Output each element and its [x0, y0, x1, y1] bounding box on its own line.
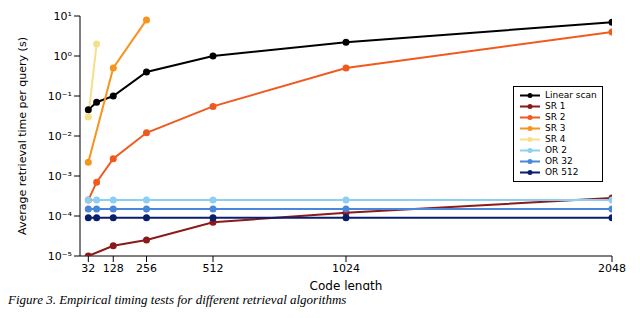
- html-text:OR 32: OR 32: [545, 156, 573, 166]
- svg-text:256: 256: [136, 262, 157, 275]
- svg-text:2048: 2048: [598, 262, 626, 275]
- svg-text:Average retrieval time per que: Average retrieval time per query (s): [16, 37, 29, 235]
- svg-text:32: 32: [81, 262, 95, 275]
- svg-text:512: 512: [203, 262, 224, 275]
- svg-text:Code length: Code length: [310, 279, 383, 290]
- svg-text:10⁻¹: 10⁻¹: [48, 90, 72, 103]
- html-text:OR 2: OR 2: [545, 145, 567, 155]
- html-text:SR 2: SR 2: [545, 112, 566, 122]
- html-text:Linear scan: Linear scan: [545, 90, 597, 100]
- svg-text:10¹: 10¹: [54, 10, 72, 23]
- svg-text:10⁻³: 10⁻³: [48, 170, 72, 183]
- svg-text:128: 128: [103, 262, 124, 275]
- svg-text:10⁻²: 10⁻²: [48, 130, 72, 143]
- svg-text:10⁻⁴: 10⁻⁴: [48, 210, 73, 223]
- html-text:Figure 3. Empirical timing tes: Figure 3. Empirical timing tests for dif…: [8, 292, 347, 307]
- html-text:SR 1: SR 1: [545, 101, 566, 111]
- svg-text:1024: 1024: [332, 262, 360, 275]
- svg-text:10⁻⁵: 10⁻⁵: [48, 250, 72, 263]
- svg-text:10⁰: 10⁰: [54, 50, 73, 63]
- html-text:SR 4: SR 4: [545, 134, 566, 144]
- html-text:OR 512: OR 512: [545, 167, 579, 177]
- html-text:SR 3: SR 3: [545, 123, 566, 133]
